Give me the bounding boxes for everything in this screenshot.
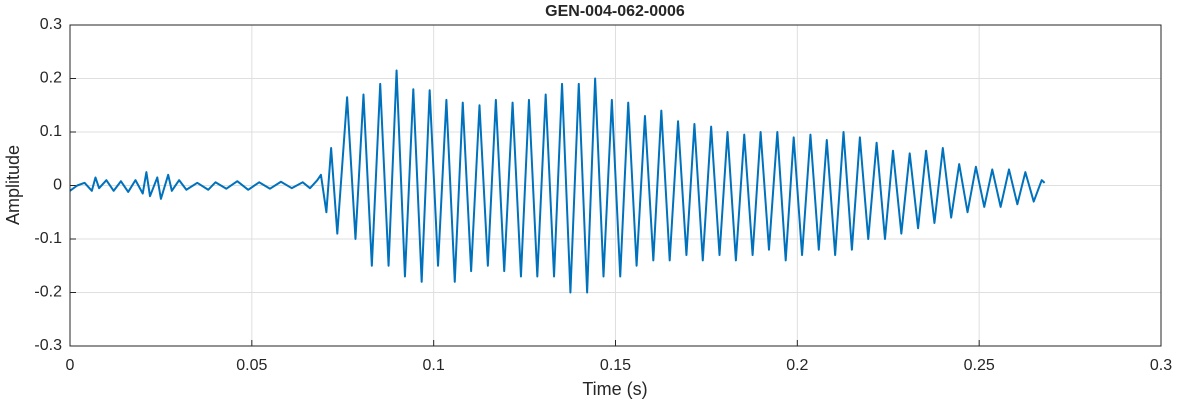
y-tick-label: 0.3 (40, 16, 62, 33)
y-tick-label: -0.3 (34, 337, 62, 354)
y-tick-label: 0.1 (40, 123, 62, 140)
y-axis-label: Amplitude (3, 145, 23, 225)
plot-frame (69, 24, 1162, 347)
waveform-line (69, 69, 1046, 294)
x-tick-label: 0.15 (600, 357, 631, 374)
x-axis-label: Time (s) (582, 379, 647, 399)
y-tick-label: 0.2 (40, 70, 62, 87)
x-tick-label: 0.25 (964, 357, 995, 374)
x-tick-label: 0.1 (423, 357, 445, 374)
y-tick-label: -0.1 (34, 230, 62, 247)
x-tick-label: 0.2 (786, 357, 808, 374)
y-tick-label: -0.2 (34, 284, 62, 301)
y-tick-label: 0 (53, 177, 62, 194)
chart-title: GEN-004-062-0006 (545, 3, 685, 20)
x-tick-label: 0.05 (236, 357, 267, 374)
x-tick-label: 0.3 (1150, 357, 1172, 374)
x-tick-label: 0 (66, 357, 75, 374)
